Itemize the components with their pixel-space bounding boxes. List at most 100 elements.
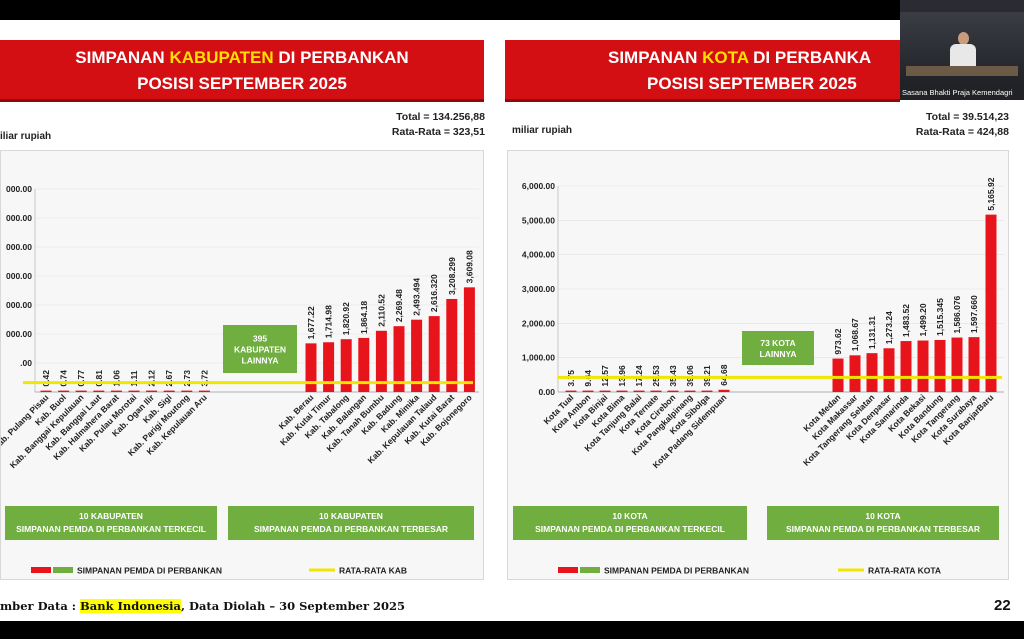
value-label: 973.62 [833, 328, 843, 354]
legend-swatch-red [31, 567, 51, 573]
value-label: 39.21 [702, 365, 712, 387]
bar [128, 390, 140, 392]
bar [323, 342, 335, 392]
value-label: 1,820.92 [341, 302, 351, 335]
y-tick-label: 000.00 [6, 271, 32, 281]
video-caption: Sasana Bhakti Praja Kemendagri [900, 86, 1024, 100]
value-label: 1.06 [111, 370, 121, 387]
bar [305, 343, 317, 392]
video-conference-tile[interactable]: Sasana Bhakti Praja Kemendagri [900, 0, 1024, 100]
value-label: 0.81 [94, 370, 104, 387]
bar [428, 316, 440, 392]
value-label: 1,515.345 [935, 298, 945, 336]
bar [616, 390, 628, 392]
value-label: 17.24 [634, 365, 644, 387]
legend-swatch-green [53, 567, 73, 573]
bar [446, 298, 458, 392]
bar [463, 287, 475, 392]
value-label: 3.72 [199, 370, 209, 387]
value-label: 1,714.98 [324, 305, 334, 338]
legend-avg-label: RATA-RATA KOTA [868, 566, 941, 576]
kabupaten-title-banner: SIMPANAN KABUPATEN DI PERBANKAN POSISI S… [0, 40, 484, 102]
title-highlight: KABUPATEN [169, 48, 274, 67]
value-label: 0.77 [76, 370, 86, 387]
y-tick-label: 2,000.00 [522, 318, 555, 328]
bar [900, 341, 912, 392]
bar [684, 390, 696, 392]
kota-average: Rata-Rata = 424,88 [915, 126, 1009, 138]
bar [934, 339, 946, 392]
bar [599, 390, 611, 392]
video-topbar [900, 0, 1024, 12]
value-label: 0.74 [59, 370, 69, 387]
title-part: DI PERBANKAN [273, 48, 409, 67]
value-label: 1,597.660 [969, 295, 979, 333]
value-label: 2.12 [147, 370, 157, 387]
bar [951, 337, 963, 392]
value-label: 1,864.18 [359, 301, 369, 334]
kabupaten-bar-chart: .00 000.00 000.00 000.00 000.00 000.00 000.00 0… [0, 184, 479, 576]
bar [849, 355, 861, 392]
bar [701, 390, 713, 392]
value-label: 3,609.08 [464, 250, 474, 283]
y-tick-label: 000.00 [6, 242, 32, 252]
y-tick-label: 4,000.00 [522, 250, 555, 260]
kota-chart-panel: 0.00 1,000.00 2,000.00 3,000.00 4,000.00 5,00… [507, 150, 1009, 580]
bar [40, 390, 52, 392]
kabupaten-subtitle: POSISI SEPTEMBER 2025 [137, 74, 347, 93]
others-box [742, 331, 814, 365]
others-box-label: LAINNYA [760, 349, 797, 359]
value-label: 1,586.076 [952, 295, 962, 333]
kabupaten-title: SIMPANAN KABUPATEN DI PERBANKAN [0, 45, 484, 71]
kabupaten-unit: iliar rupiah [0, 131, 52, 142]
bar [411, 319, 423, 392]
bar [718, 389, 730, 392]
y-tick-label: 000.00 [6, 300, 32, 310]
bar [582, 390, 594, 392]
value-label: 2,269.48 [394, 289, 404, 322]
footer-source: Bank Indonesia [80, 599, 181, 613]
kota-total: Total = 39.514,23 [926, 111, 1009, 123]
legend-series-label: SIMPANAN PEMDA DI PERBANKAN [77, 566, 222, 576]
value-label: 1,068.67 [850, 318, 860, 351]
value-label: 35.43 [668, 365, 678, 387]
legend-swatch-green [580, 567, 600, 573]
value-label: 1,499.20 [918, 303, 928, 336]
bar [667, 390, 679, 392]
kabupaten-average: Rata-Rata = 323,51 [391, 126, 485, 138]
kota-title: SIMPANAN KOTA DI PERBANKA [608, 45, 900, 71]
title-part: DI PERBANKA [748, 48, 872, 67]
value-label: 64.68 [719, 364, 729, 386]
value-label: 3,208.299 [447, 257, 457, 295]
y-tick-label: 0.00 [538, 387, 555, 397]
title-part: SIMPANAN [608, 48, 703, 67]
value-label: 1,273.24 [884, 311, 894, 344]
footer-prefix: mber Data : [0, 599, 81, 613]
bar [393, 326, 405, 392]
kota-bar-chart: 0.00 1,000.00 2,000.00 3,000.00 4,000.00 5,00… [513, 177, 1004, 576]
bar [93, 390, 105, 392]
bar [358, 337, 370, 392]
kabupaten-total: Total = 134.256,88 [396, 111, 485, 123]
value-label: 2,493.494 [412, 278, 422, 316]
bar [633, 390, 645, 392]
value-label: 13.96 [617, 365, 627, 387]
kabupaten-chart-panel: .00 000.00 000.00 000.00 000.00 000.00 000.00 0… [0, 150, 484, 580]
group-box [513, 506, 747, 540]
bar [866, 353, 878, 392]
value-label: 0.42 [41, 370, 51, 387]
bar [340, 339, 352, 392]
value-label: 2,110.52 [376, 294, 386, 327]
kota-title-banner: SIMPANAN KOTA DI PERBANKA POSISI SEPTEMB… [505, 40, 900, 102]
others-box-label: KABUPATEN [234, 345, 286, 355]
footer-suffix: , Data Diolah – 30 September 2025 [180, 599, 406, 613]
speaker-torso [950, 44, 976, 68]
video-room [900, 12, 1024, 86]
kota-subtitle: POSISI SEPTEMBER 2025 [647, 74, 857, 93]
kota-unit: miliar rupiah [512, 125, 573, 136]
others-box-label: 73 KOTA [760, 338, 795, 348]
bar [968, 337, 980, 392]
bottom-black-band [0, 621, 1024, 639]
y-tick-label: 6,000.00 [522, 181, 555, 191]
value-label: 5,165.92 [986, 177, 996, 210]
